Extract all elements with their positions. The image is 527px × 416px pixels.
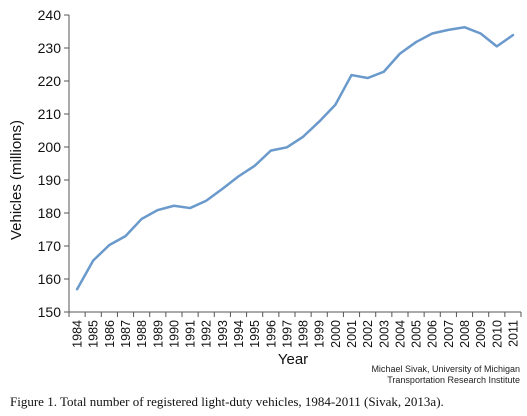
x-tick-label: 1990 — [167, 320, 181, 348]
x-tick-label: 1986 — [103, 320, 117, 348]
y-tick-label: 230 — [38, 40, 62, 56]
x-axis-title: Year — [278, 351, 308, 368]
x-tick-label: 2005 — [410, 320, 424, 348]
credit-line-1: Michael Sivak, University of Michigan — [371, 364, 520, 374]
x-tick-label: 1996 — [264, 320, 278, 348]
x-tick-label: 2010 — [490, 320, 504, 348]
y-axis-title: Vehicles (millions) — [8, 120, 25, 240]
x-tick-label: 1997 — [280, 320, 294, 348]
y-tick-label: 170 — [38, 238, 62, 254]
x-tick-label: 1985 — [87, 320, 101, 348]
x-tick-label: 2009 — [474, 320, 488, 348]
x-tick-label: 1992 — [200, 320, 214, 348]
x-tick-label: 1988 — [135, 320, 149, 348]
x-tick-label: 1984 — [71, 320, 85, 348]
x-tick-label: 1998 — [297, 320, 311, 348]
x-tick-label: 2004 — [393, 320, 407, 348]
series-line — [75, 25, 515, 291]
x-tick-label: 1994 — [232, 320, 246, 348]
y-tick-label: 150 — [38, 304, 62, 320]
x-tick-label: 2003 — [377, 320, 391, 348]
x-tick-label: 2006 — [426, 320, 440, 348]
x-tick-label: 1989 — [151, 320, 165, 348]
x-tick-label: 2007 — [442, 320, 456, 348]
x-tick-label: 2011 — [506, 320, 520, 347]
y-tick-label: 160 — [38, 271, 62, 287]
x-tick-label: 2001 — [345, 320, 359, 348]
figure-caption: Figure 1. Total number of registered lig… — [10, 394, 444, 409]
y-tick-label: 210 — [38, 106, 62, 122]
y-tick-label: 190 — [38, 172, 62, 188]
y-tick-label: 180 — [38, 205, 62, 221]
x-tick-label: 2008 — [458, 320, 472, 348]
x-tick-label: 1987 — [119, 320, 133, 348]
y-tick-label: 200 — [38, 139, 62, 155]
credit-line-2: Transportation Research Institute — [387, 375, 520, 385]
x-tick-label: 2000 — [329, 320, 343, 348]
x-tick-label: 1993 — [216, 320, 230, 348]
y-tick-label: 240 — [38, 7, 62, 23]
x-tick-label: 1999 — [313, 320, 327, 348]
x-tick-label: 1991 — [184, 320, 198, 348]
x-tick-label: 2002 — [361, 320, 375, 348]
y-tick-label: 220 — [38, 73, 62, 89]
x-tick-label: 1995 — [248, 320, 262, 348]
